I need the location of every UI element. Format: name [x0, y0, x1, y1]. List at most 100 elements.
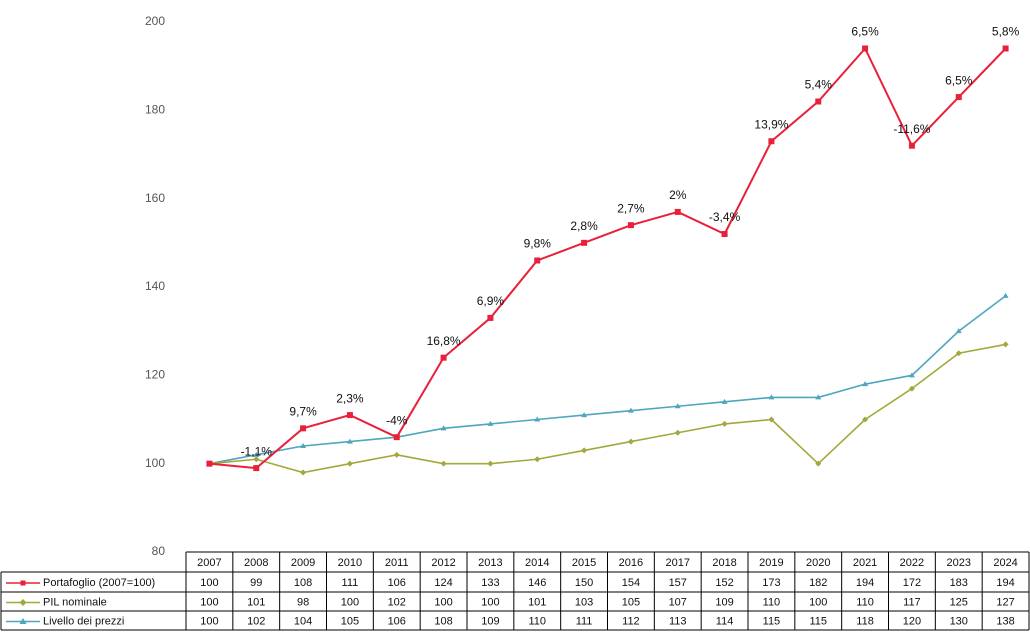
marker: [721, 231, 728, 237]
y-tick-label: 100: [145, 456, 165, 470]
table-cell: 183: [950, 577, 968, 589]
data-label: -1,1%: [241, 444, 273, 458]
table-cell: 100: [200, 577, 218, 589]
data-label: 5,4%: [805, 78, 833, 92]
table-cell: 100: [434, 596, 452, 608]
table-cell: 172: [903, 577, 921, 589]
table-cell: 150: [575, 577, 593, 589]
marker: [721, 420, 728, 427]
table-cell: 154: [622, 577, 640, 589]
table-cell: 105: [341, 615, 359, 627]
y-tick-label: 180: [145, 103, 165, 117]
data-label: 16,8%: [427, 334, 461, 348]
table-cell: 146: [528, 577, 546, 589]
x-tick-label: 2024: [993, 557, 1017, 569]
marker: [487, 314, 494, 321]
table-cell: 109: [481, 615, 499, 627]
marker: [534, 416, 541, 422]
data-label: 2,3%: [336, 391, 364, 405]
marker: [534, 257, 541, 264]
x-tick-label: 2022: [900, 557, 924, 569]
marker: [440, 460, 447, 467]
x-tick-label: 2016: [619, 557, 643, 569]
marker: [674, 208, 681, 215]
marker: [862, 45, 869, 52]
table-cell: 124: [434, 577, 452, 589]
table-cell: 102: [388, 596, 406, 608]
data-label: 9,8%: [524, 237, 552, 251]
table-cell: 107: [669, 596, 687, 608]
marker: [768, 394, 775, 400]
marker: [393, 434, 400, 441]
table-cell: 103: [575, 596, 593, 608]
marker: [19, 618, 27, 624]
table-cell: 101: [528, 596, 546, 608]
marker: [581, 447, 588, 454]
data-label: -3,4%: [709, 210, 741, 224]
table-cell: 157: [669, 577, 687, 589]
x-tick-label: 2007: [197, 557, 221, 569]
marker: [19, 599, 27, 606]
table-cell: 99: [250, 577, 262, 589]
table-cell: 108: [434, 615, 452, 627]
marker: [674, 429, 681, 436]
table-cell: 138: [996, 615, 1014, 627]
marker: [627, 407, 634, 413]
x-tick-label: 2014: [525, 557, 549, 569]
marker: [955, 350, 962, 357]
marker: [346, 438, 353, 444]
marker: [300, 469, 307, 476]
y-tick-label: 200: [145, 14, 165, 28]
legend-label: Livello dei prezzi: [43, 615, 124, 627]
series-line: [209, 295, 1007, 465]
marker: [487, 460, 494, 467]
table-cell: 100: [341, 596, 359, 608]
marker: [1002, 341, 1009, 348]
marker: [440, 425, 447, 431]
table-cell: 125: [950, 596, 968, 608]
marker: [1002, 292, 1009, 298]
marker: [1002, 45, 1009, 52]
marker: [815, 98, 822, 105]
table-cell: 106: [388, 577, 406, 589]
data-label: 6,5%: [945, 73, 973, 87]
table-cell: 117: [903, 596, 921, 608]
x-tick-label: 2012: [431, 557, 455, 569]
data-label: 2,7%: [617, 201, 645, 215]
table-cell: 118: [856, 615, 874, 627]
x-tick-label: 2013: [478, 557, 502, 569]
marker: [253, 465, 260, 472]
table-cell: 182: [809, 577, 827, 589]
data-label: 13,9%: [754, 117, 788, 131]
series-line: [209, 343, 1006, 474]
table-cell: 108: [294, 577, 312, 589]
table-cell: 194: [856, 577, 874, 589]
table-cell: 127: [996, 596, 1014, 608]
table-cell: 106: [388, 615, 406, 627]
data-label: 2,8%: [570, 219, 598, 233]
table-cell: 152: [715, 577, 733, 589]
table-cell: 110: [763, 596, 781, 608]
y-tick-label: 80: [152, 544, 166, 558]
table-cell: 173: [762, 577, 780, 589]
marker: [346, 412, 353, 419]
marker: [955, 328, 962, 334]
legend-label: PIL nominale: [43, 596, 107, 608]
table-cell: 114: [716, 615, 734, 627]
marker: [534, 456, 541, 463]
x-tick-label: 2008: [244, 557, 268, 569]
data-label: 9,7%: [289, 405, 317, 419]
marker: [908, 142, 915, 149]
table-cell: 109: [715, 596, 733, 608]
table-cell: 110: [528, 615, 546, 627]
marker: [300, 443, 307, 448]
x-tick-label: 2018: [712, 557, 736, 569]
marker: [908, 385, 915, 392]
data-label: -4%: [386, 413, 408, 427]
table-cell: 133: [481, 577, 499, 589]
marker: [862, 381, 869, 387]
legend-label: Portafoglio (2007=100): [43, 577, 155, 589]
data-label: -11,6%: [893, 122, 930, 136]
table-cell: 105: [622, 596, 640, 608]
x-tick-label: 2021: [853, 557, 877, 569]
